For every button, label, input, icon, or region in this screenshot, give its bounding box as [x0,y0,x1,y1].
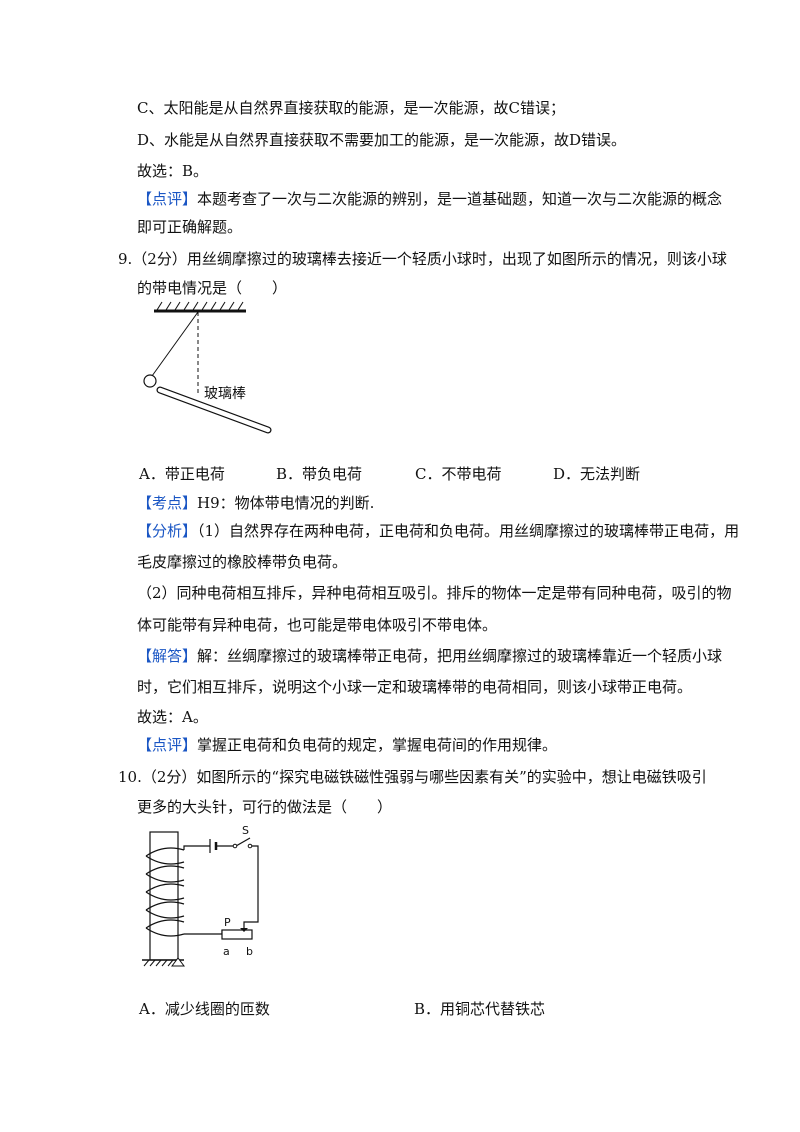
tag-analysis: 【分析】 [137,522,198,540]
knowledge-text: H9：物体带电情况的判断. [197,494,375,512]
q9-option-d: D．无法判断 [553,465,641,483]
line-answer-b: 故选：B。 [137,162,209,180]
tag-solution: 【解答】 [137,647,198,665]
figure-glass-rod-ball: 玻璃棒 [143,301,272,434]
end-a-label: a [223,945,230,958]
rheostat [221,929,253,940]
question-9-line1: 9.（2分）用丝绸摩擦过的玻璃棒去接近一个轻质小球时，出现了如图所示的情况，则该… [118,250,727,268]
pin-tip [171,957,185,967]
line-option-c-explanation: C、太阳能是从自然界直接获取的能源，是一次能源，故C错误； [137,99,565,117]
line-comment-8: 【点评】本题考查了一次与二次能源的辨别，是一道基础题，知道一次与二次能源的概念 [137,189,722,209]
question-9-line2: 的带电情况是（ ） [137,279,288,297]
analysis-text: （1）自然界存在两种电荷，正电荷和负电荷。用丝绸摩擦过的玻璃棒带正电荷，用 [197,522,740,540]
line-analysis-1: 【分析】（1）自然界存在两种电荷，正电荷和负电荷。用丝绸摩擦过的玻璃棒带正电荷，… [137,521,739,541]
q9-option-b: B．带负电荷 [276,465,363,483]
ball [143,374,157,388]
line-option-d-explanation: D、水能是从自然界直接获取不需要加工的能源，是一次能源，故D错误。 [137,131,627,149]
line-analysis-4: 体可能带有异种电荷，也可能是带电体吸引不带电体。 [137,616,498,634]
string [151,311,199,377]
comment-2-text: 掌握正电荷和负电荷的规定，掌握电荷间的作用规律。 [197,736,558,754]
question-10-line1: 10.（2分）如图所示的“探究电磁铁磁性强弱与哪些因素有关”的实验中，想让电磁铁… [118,768,707,786]
tag-comment: 【点评】 [137,190,198,208]
iron-core [149,831,179,961]
line-analysis-3: （2）同种电荷相互排斥，异种电荷相互吸引。排斥的物体一定是带有同种电荷，吸引的物 [137,584,732,602]
tag-knowledge: 【考点】 [137,494,198,512]
coil [145,847,185,937]
line-answer-a: 故选：A。 [137,708,208,726]
solution-text: 解：丝绸摩擦过的玻璃棒带正电荷，把用丝绸摩擦过的玻璃棒靠近一个轻质小球 [197,647,723,665]
tag-comment-2: 【点评】 [137,736,198,754]
q9-option-a: A．带正电荷 [139,465,225,483]
comment-text: 本题考查了一次与二次能源的辨别，是一道基础题，知道一次与二次能源的概念 [197,190,723,208]
glass-rod [156,386,272,434]
line-analysis-2: 毛皮摩擦过的橡胶棒带负电荷。 [137,553,348,571]
q9-option-c: C．不带电荷 [415,465,502,483]
figure-electromagnet-circuit: S P a b [142,824,259,967]
question-10-line2: 更多的大头针，可行的做法是（ ） [137,798,393,816]
line-knowledge-point: 【考点】H9：物体带电情况的判断. [137,493,374,513]
end-b-label: b [246,945,253,958]
switch-label: S [242,824,249,837]
switch-blade [235,837,251,847]
slider-arrow [240,928,248,932]
line-solution-1: 【解答】解：丝绸摩擦过的玻璃棒带正电荷，把用丝绸摩擦过的玻璃棒靠近一个轻质小球 [137,646,722,666]
slider-label: P [224,916,231,929]
line-comment-9: 【点评】掌握正电荷和负电荷的规定，掌握电荷间的作用规律。 [137,735,557,755]
glass-rod-label: 玻璃棒 [204,385,246,402]
line-comment-8-cont: 即可正确解题。 [137,218,243,236]
q10-option-b: B．用铜芯代替铁芯 [414,1000,546,1018]
line-solution-2: 时，它们相互排斥，说明这个小球一定和玻璃棒带的电荷相同，则该小球带正电荷。 [137,678,693,696]
q10-option-a: A．减少线圈的匝数 [139,1000,270,1018]
